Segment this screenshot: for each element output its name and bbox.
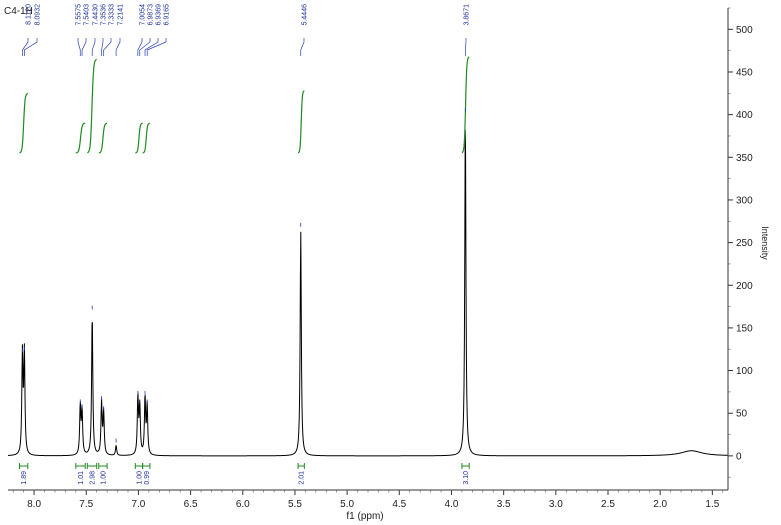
y-tick-label: 350 [736,153,753,164]
peak-label: 6.9873 [148,4,155,26]
integral-value: 1.01 [78,471,85,485]
peak-label-leader [24,38,38,56]
integral-value: 0.99 [144,471,151,485]
integral-curve [19,92,28,154]
peak-label-leader [77,38,81,56]
peak-label: 7.4430 [93,4,100,26]
peak-label: 7.5403 [84,4,91,26]
peak-label: 7.5575 [76,4,83,26]
x-tick-label: 4.5 [392,499,406,510]
x-tick-label: 3.5 [497,499,511,510]
y-tick-label: 450 [736,67,753,78]
y-tick-label: 50 [736,409,748,420]
y-tick-label: 0 [736,451,742,462]
axes-layer: 8.0 7.5 7.0 6.5 6.0 5.5 5.0 4.5 4.0 3.5 3.0 2.5 2.0 1… [8,7,753,510]
y-tick-label: 100 [736,366,753,377]
y-tick-label: 200 [736,281,753,292]
peak-label: 6.9165 [164,4,171,26]
x-axis-title: f1 (ppm) [346,511,383,522]
x-tick-label: 5.0 [340,499,354,510]
peak-label: 7.2141 [118,4,125,26]
integral-curve [98,122,108,154]
peak-label-leader [101,38,104,56]
peak-label-leader [464,38,467,56]
peak-label: 5.4446 [302,4,309,26]
x-tick-label: 2.0 [653,499,667,510]
x-tick-label: 3.0 [549,499,563,510]
x-tick-label: 5.5 [288,499,302,510]
peak-label: 8.1120 [26,4,33,25]
integral-curve [87,58,97,154]
x-tick-label: 7.5 [79,499,93,510]
integral-layer: 1.89 1.01 2.98 1.00 1.00 0.99 2.01 3.10 [18,56,470,485]
peak-label: 3.8671 [464,4,471,26]
x-tick-label: 1.5 [705,499,719,510]
peak-label-leader [144,38,159,56]
integral-curve [135,122,143,154]
sample-label: C4-1H [4,6,33,17]
peak-label: 7.0054 [140,4,147,26]
integral-value: 1.00 [100,471,107,485]
integral-value: 3.10 [463,471,470,485]
peak-label-layer: 8.1120 8.0932 7.5575 7.5403 7.4430 7.3536 7.33… [21,4,471,443]
integral-value: 1.00 [136,471,143,485]
integral-curve [142,122,151,154]
x-tick-label: 4.0 [445,499,459,510]
peak-label-leader [115,38,121,56]
peak-label-leader [300,38,305,56]
y-tick-label: 500 [736,25,753,36]
peak-label-leader [91,38,96,56]
peak-label-leader [103,38,112,56]
peak-label: 6.9369 [156,4,163,26]
y-tick-label: 150 [736,323,753,334]
peak-label: 7.3536 [101,4,108,26]
y-tick-label: 400 [736,110,753,121]
integral-curve [75,122,86,154]
integral-value: 1.89 [21,471,28,485]
peak-label-leader [139,38,151,56]
peak-label-leader [22,38,29,56]
y-tick-label: 300 [736,195,753,206]
integral-value: 2.98 [90,471,97,485]
peak-label: 8.0932 [35,4,42,26]
integral-curve [297,90,305,154]
x-tick-label: 6.0 [236,499,250,510]
integral-curve [461,56,470,154]
y-tick-label: 250 [736,238,753,249]
spectrum-layer [7,129,729,457]
x-tick-label: 6.5 [184,499,198,510]
peak-label-leader [81,38,87,56]
x-tick-label: 2.5 [601,499,615,510]
x-tick-label: 8.0 [27,499,41,510]
x-tick-label: 7.0 [131,499,145,510]
peak-label-leader [137,38,143,56]
peak-label-leader [146,38,167,56]
integral-value: 2.01 [299,471,306,485]
peak-label: 7.3333 [109,4,116,26]
spectrum-trace [7,129,729,457]
y-axis-title: Intensity [760,226,770,260]
